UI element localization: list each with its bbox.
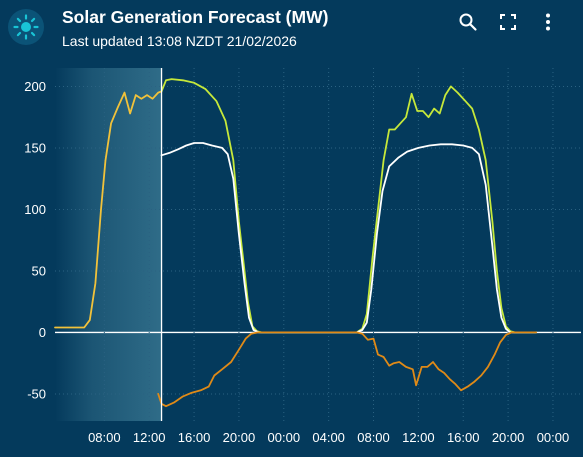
x-tick-label: 12:00 (402, 430, 435, 445)
y-tick-label: 100 (24, 202, 46, 217)
x-tick-label: 20:00 (223, 430, 256, 445)
series-line-lime (160, 78, 537, 334)
x-tick-label: 12:00 (133, 430, 166, 445)
series-line-white (160, 142, 537, 334)
y-tick-label: 200 (24, 79, 46, 94)
chart-header: Solar Generation Forecast (MW) Last upda… (0, 0, 583, 60)
y-tick-label: 0 (39, 325, 46, 340)
more-vert-icon[interactable] (535, 9, 561, 35)
x-tick-label: 16:00 (178, 430, 211, 445)
sun-icon (8, 9, 44, 45)
zoom-icon[interactable] (455, 9, 481, 35)
x-tick-label: 08:00 (88, 430, 121, 445)
x-tick-label: 00:00 (268, 430, 301, 445)
y-tick-label: 150 (24, 140, 46, 155)
fullscreen-icon[interactable] (495, 9, 521, 35)
series-line-yellow (54, 90, 163, 329)
past-period-shade (55, 68, 162, 421)
x-tick-label: 16:00 (447, 430, 480, 445)
x-tick-label: 04:00 (312, 430, 345, 445)
y-tick-label: 50 (32, 263, 46, 278)
y-tick-label: -50 (27, 386, 46, 401)
x-tick-label: 08:00 (357, 430, 390, 445)
last-updated-text: Last updated 13:08 NZDT 21/02/2026 (62, 33, 297, 49)
x-tick-label: 00:00 (537, 430, 570, 445)
chart-title: Solar Generation Forecast (MW) (62, 7, 329, 27)
x-tick-label: 20:00 (492, 430, 525, 445)
series-line-orange (157, 331, 537, 408)
